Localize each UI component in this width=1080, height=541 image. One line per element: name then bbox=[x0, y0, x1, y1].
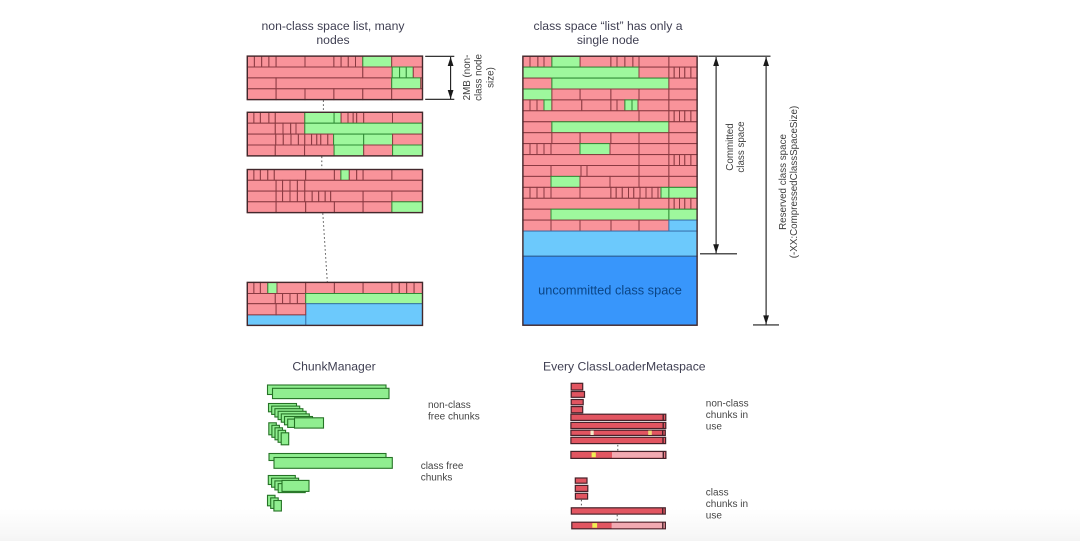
svg-text:nodes: nodes bbox=[316, 33, 349, 47]
svg-text:Committed: Committed bbox=[725, 123, 736, 170]
svg-text:2MB (non-: 2MB (non- bbox=[462, 55, 473, 101]
svg-text:use: use bbox=[706, 511, 723, 522]
svg-text:class space “list” has only a: class space “list” has only a bbox=[533, 19, 682, 33]
svg-text:ChunkManager: ChunkManager bbox=[292, 360, 375, 374]
svg-text:non-class space list, many: non-class space list, many bbox=[262, 19, 406, 33]
svg-text:chunks in: chunks in bbox=[706, 410, 748, 421]
svg-text:chunks: chunks bbox=[421, 473, 453, 484]
svg-text:Reserved class space: Reserved class space bbox=[778, 134, 789, 230]
svg-text:free chunks: free chunks bbox=[428, 412, 480, 423]
svg-text:use: use bbox=[706, 422, 723, 433]
svg-text:class: class bbox=[706, 488, 729, 499]
svg-text:size): size) bbox=[486, 67, 497, 88]
svg-text:uncommitted class space: uncommitted class space bbox=[538, 283, 682, 298]
svg-text:(-XX:CompressedClassSpaceSize): (-XX:CompressedClassSpaceSize) bbox=[789, 106, 800, 258]
svg-text:non-class: non-class bbox=[706, 399, 749, 410]
svg-text:class free: class free bbox=[421, 461, 464, 472]
svg-text:class node: class node bbox=[474, 54, 485, 101]
svg-text:Every ClassLoaderMetaspace: Every ClassLoaderMetaspace bbox=[543, 360, 706, 374]
svg-text:chunks in: chunks in bbox=[706, 499, 748, 510]
svg-text:non-class: non-class bbox=[428, 400, 471, 411]
svg-text:class space: class space bbox=[736, 121, 747, 173]
svg-text:single node: single node bbox=[577, 33, 640, 47]
